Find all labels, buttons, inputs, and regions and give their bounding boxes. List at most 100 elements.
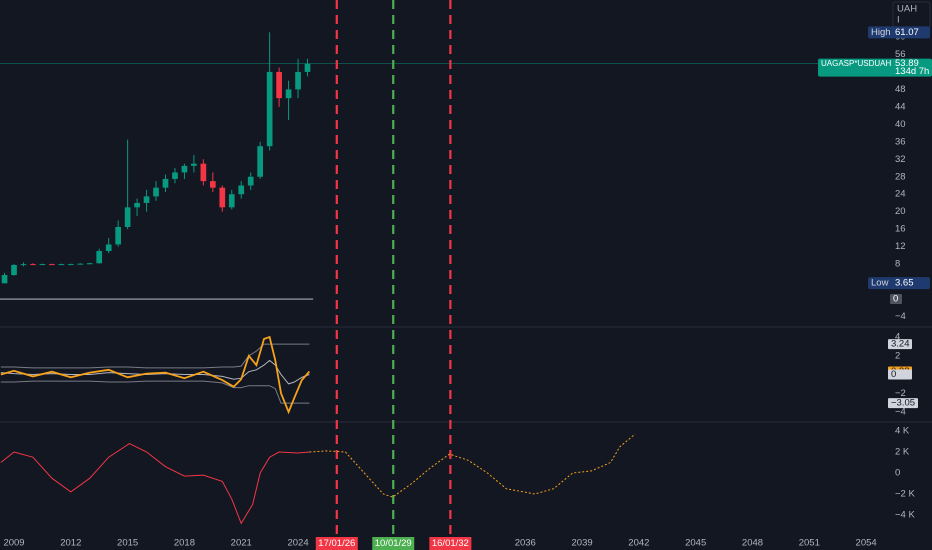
candle-body	[96, 251, 103, 264]
date-marker-label: 17/01/26	[318, 538, 355, 549]
price-badge	[868, 26, 930, 39]
value-badge	[888, 398, 918, 409]
candle-body	[228, 194, 235, 208]
x-tick-label: 2048	[742, 538, 763, 549]
candle-body	[247, 176, 254, 186]
y-tick-label: −4	[895, 406, 906, 417]
candle-body	[1, 275, 8, 284]
y-tick-label: −4	[895, 311, 906, 322]
last-price-badge	[818, 58, 932, 77]
date-marker-badge	[315, 537, 358, 550]
y-tick-label: −2 K	[895, 489, 915, 500]
y-tick-label: 32	[895, 154, 906, 165]
y-tick-label: −2	[895, 388, 906, 399]
x-tick-label: 2021	[231, 538, 252, 549]
x-tick-label: 2051	[799, 538, 820, 549]
value-badge-label: −3.05	[891, 398, 915, 409]
candle-body	[86, 263, 93, 265]
candle-body	[58, 264, 65, 266]
candle-body	[200, 163, 207, 182]
price-badge-label: Low	[871, 278, 889, 289]
candle-body	[20, 264, 27, 266]
candle-body	[124, 207, 131, 227]
x-tick-label: 2018	[174, 538, 195, 549]
y-tick-label: −4 K	[895, 510, 915, 521]
zero-badge	[890, 294, 902, 305]
candle-body	[49, 264, 55, 266]
candle-body	[172, 172, 178, 179]
x-tick-label: 2015	[117, 538, 138, 549]
y-tick-label: 12	[895, 241, 906, 252]
value-badge-label: 0	[891, 369, 896, 380]
y-tick-label: 24	[895, 189, 906, 200]
y-tick-label: 4 K	[895, 426, 910, 437]
x-tick-label: 2024	[287, 538, 308, 549]
candle-body	[304, 63, 311, 72]
last-price-symbol: UAGASP*USDUAH	[821, 59, 891, 68]
series-line	[0, 380, 310, 404]
y-tick-label: 0	[895, 468, 900, 479]
x-tick-label: 2054	[856, 538, 877, 549]
series-line	[0, 343, 310, 369]
zero-badge-value: 0	[893, 294, 898, 305]
x-tick-label: 2009	[3, 538, 24, 549]
y-tick-label: 4	[895, 332, 900, 343]
candle-body	[209, 181, 216, 188]
series-line	[0, 335, 311, 415]
date-marker-label: 10/01/29	[375, 538, 412, 549]
candle-body	[238, 185, 245, 195]
y-tick-label: 40	[895, 119, 906, 130]
candle-body	[30, 264, 36, 266]
x-tick-label: 2012	[60, 538, 81, 549]
date-marker-badge	[372, 537, 415, 550]
candle-body	[219, 187, 226, 208]
y-tick-label: 48	[895, 84, 906, 95]
series-line	[309, 433, 636, 498]
x-tick-label: 2036	[515, 538, 536, 549]
currency: UAH	[897, 4, 917, 15]
candle-body	[134, 202, 140, 208]
y-tick-label: 56	[895, 49, 906, 60]
price-badge-value: 61.07	[895, 27, 919, 38]
price-badge-value: 3.65	[895, 278, 914, 289]
candle-body	[266, 71, 273, 147]
candle-body	[181, 165, 188, 173]
candle-body	[105, 244, 112, 252]
candle-body	[143, 196, 150, 203]
scale-mode: I	[897, 15, 900, 26]
candle-body	[162, 178, 169, 188]
price-badge	[868, 277, 930, 290]
price-badge-label: High	[871, 27, 891, 38]
date-marker-label: 16/01/32	[432, 538, 469, 549]
value-badge	[888, 369, 912, 380]
candle-body	[39, 264, 46, 266]
value-badge-label: 3.24	[891, 339, 910, 350]
series-line	[0, 359, 310, 385]
candle-body	[77, 263, 84, 265]
y-tick-label: 2 K	[895, 447, 910, 458]
x-tick-label: 2045	[685, 538, 706, 549]
y-tick-label: 16	[895, 224, 906, 235]
candle-body	[191, 163, 197, 166]
value-badge	[888, 339, 912, 350]
date-marker-badge	[429, 537, 472, 550]
candle-body	[257, 146, 264, 177]
countdown: 134d 7h	[895, 66, 929, 77]
candle-body	[276, 71, 282, 99]
series-line	[0, 443, 310, 525]
candle-body	[67, 264, 74, 266]
candle-body	[11, 264, 17, 276]
candle-body	[153, 187, 159, 197]
candle-body	[285, 89, 292, 99]
y-tick-label: 44	[895, 101, 906, 112]
y-tick-label: 28	[895, 171, 906, 182]
y-tick-label: 20	[895, 206, 906, 217]
y-tick-label: 2	[895, 350, 900, 361]
x-tick-label: 2042	[628, 538, 649, 549]
candle-body	[295, 71, 301, 90]
y-tick-label: 8	[895, 259, 900, 270]
y-tick-label: 36	[895, 136, 906, 147]
last-price-value: 53.89	[895, 58, 919, 69]
